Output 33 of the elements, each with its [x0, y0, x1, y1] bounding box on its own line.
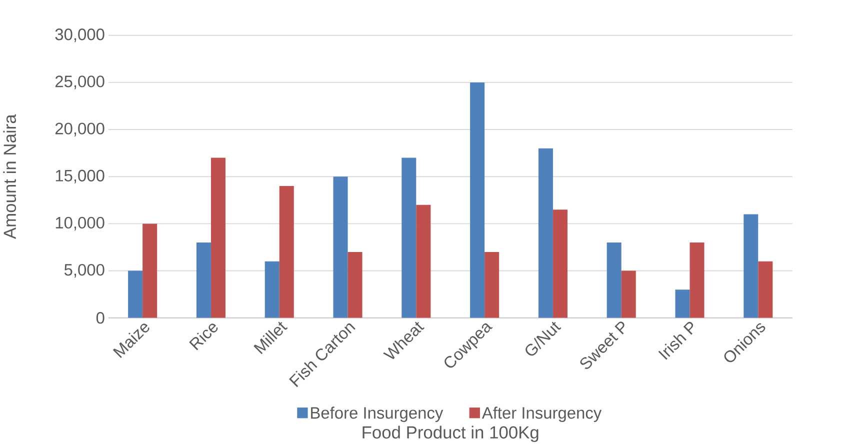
- bar: [279, 186, 294, 318]
- bar: [210, 158, 226, 318]
- x-tick-label: Rice: [189, 324, 218, 350]
- y-tick-label: 15,000: [56, 170, 104, 184]
- bar: [744, 214, 758, 318]
- x-tick-label: Irish P: [658, 322, 694, 360]
- y-tick-label: 30,000: [55, 28, 104, 42]
- legend-label: After Insurgency: [482, 406, 602, 422]
- bar: [128, 270, 143, 318]
- bar: [196, 242, 211, 318]
- bar: [675, 289, 690, 318]
- y-tick-label: 20,000: [55, 122, 104, 136]
- legend-label: Before Insurgency: [311, 406, 444, 422]
- bar: [142, 224, 158, 318]
- bar: [348, 252, 362, 318]
- bar: [758, 261, 773, 318]
- y-tick-label: 25,000: [55, 76, 104, 90]
- bar: [470, 82, 485, 318]
- y-tick-label: 0: [96, 312, 104, 324]
- x-axis-title: Food Product in 100Kg: [362, 426, 538, 442]
- bar: [402, 158, 416, 318]
- bar: [621, 270, 636, 318]
- y-tick-label: 10,000: [56, 216, 104, 230]
- y-tick-label: 5,000: [64, 264, 104, 278]
- bar: [606, 242, 622, 318]
- bar: [690, 242, 704, 318]
- bar: [264, 261, 280, 318]
- bar: [552, 209, 568, 318]
- bar: [484, 252, 500, 318]
- bar: [416, 204, 431, 318]
- bar: [333, 176, 348, 318]
- y-axis-title: Amount in Naira: [3, 114, 16, 239]
- bar: [538, 148, 553, 318]
